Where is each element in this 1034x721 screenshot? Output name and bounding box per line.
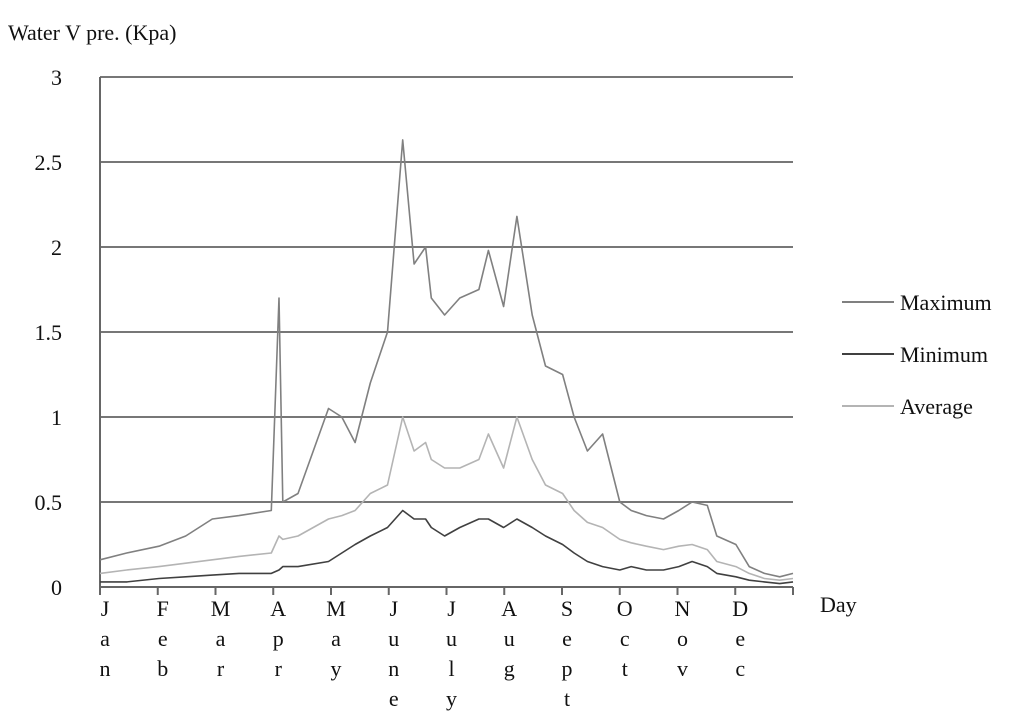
x-tick-label-10-0: N xyxy=(675,596,691,621)
x-tick-label-11-1: e xyxy=(735,626,745,651)
x-tick-label-7-2: g xyxy=(504,656,515,681)
y-axis-title: Water V pre. (Kpa) xyxy=(8,20,176,45)
x-tick-label-0-1: a xyxy=(100,626,110,651)
x-tick-label-6-1: u xyxy=(446,626,457,651)
legend: Maximum Minimum Average xyxy=(842,290,992,419)
x-tick-label-1-0: F xyxy=(157,596,169,621)
x-tick-label-6-2: l xyxy=(448,656,454,681)
x-tick-label-7-1: u xyxy=(504,626,515,651)
x-axis-title: Day xyxy=(820,592,857,617)
x-tick-label-11-2: c xyxy=(735,656,745,681)
x-tick-label-10-2: v xyxy=(677,656,688,681)
y-tick-label-2: 1 xyxy=(51,405,62,430)
x-tick-label-9-0: O xyxy=(617,596,633,621)
x-tick-label-5-3: e xyxy=(389,686,399,711)
series-line-maximum xyxy=(99,139,794,578)
axes xyxy=(99,77,794,595)
x-tick-label-9-1: c xyxy=(620,626,630,651)
y-tick-label-1: 0.5 xyxy=(35,490,63,515)
y-tick-label-4: 2 xyxy=(51,235,62,260)
x-tick-label-9-2: t xyxy=(622,656,628,681)
series-lines xyxy=(99,139,794,585)
x-tick-label-2-1: a xyxy=(216,626,226,651)
x-tick-label-4-2: y xyxy=(331,656,342,681)
x-tick-label-0-2: n xyxy=(100,656,111,681)
y-tick-label-5: 2.5 xyxy=(35,150,63,175)
x-tick-label-1-2: b xyxy=(157,656,168,681)
x-tick-label-5-1: u xyxy=(388,626,399,651)
x-tick-label-7-0: A xyxy=(501,596,517,621)
x-tick-label-8-0: S xyxy=(561,596,573,621)
x-tick-label-11-0: D xyxy=(732,596,748,621)
x-tick-label-4-1: a xyxy=(331,626,341,651)
x-tick-label-6-3: y xyxy=(446,686,457,711)
y-tick-label-6: 3 xyxy=(51,65,62,90)
series-line-average xyxy=(99,416,794,582)
x-tick-label-2-2: r xyxy=(217,656,225,681)
x-tick-label-3-1: p xyxy=(273,626,284,651)
x-tick-label-8-2: p xyxy=(562,656,573,681)
gridlines xyxy=(100,76,793,503)
x-tick-label-6-0: J xyxy=(447,596,456,621)
y-tick-label-3: 1.5 xyxy=(35,320,63,345)
x-tick-label-5-2: n xyxy=(388,656,399,681)
x-tick-label-10-1: o xyxy=(677,626,688,651)
x-tick-label-3-2: r xyxy=(275,656,283,681)
y-tick-label-0: 0 xyxy=(51,575,62,600)
legend-label-maximum: Maximum xyxy=(900,290,992,315)
series-line-minimum xyxy=(100,509,794,585)
x-tick-label-2-0: M xyxy=(211,596,231,621)
x-tick-label-3-0: A xyxy=(270,596,286,621)
tick-labels: 00.511.522.53JanFebMarAprMayJuneJulyAugS… xyxy=(35,65,749,711)
legend-label-average: Average xyxy=(900,394,973,419)
x-tick-label-0-0: J xyxy=(101,596,110,621)
x-tick-label-8-1: e xyxy=(562,626,572,651)
x-tick-label-1-1: e xyxy=(158,626,168,651)
legend-label-minimum: Minimum xyxy=(900,342,988,367)
x-tick-label-5-0: J xyxy=(389,596,398,621)
x-tick-label-8-3: t xyxy=(564,686,570,711)
x-tick-label-4-0: M xyxy=(326,596,346,621)
